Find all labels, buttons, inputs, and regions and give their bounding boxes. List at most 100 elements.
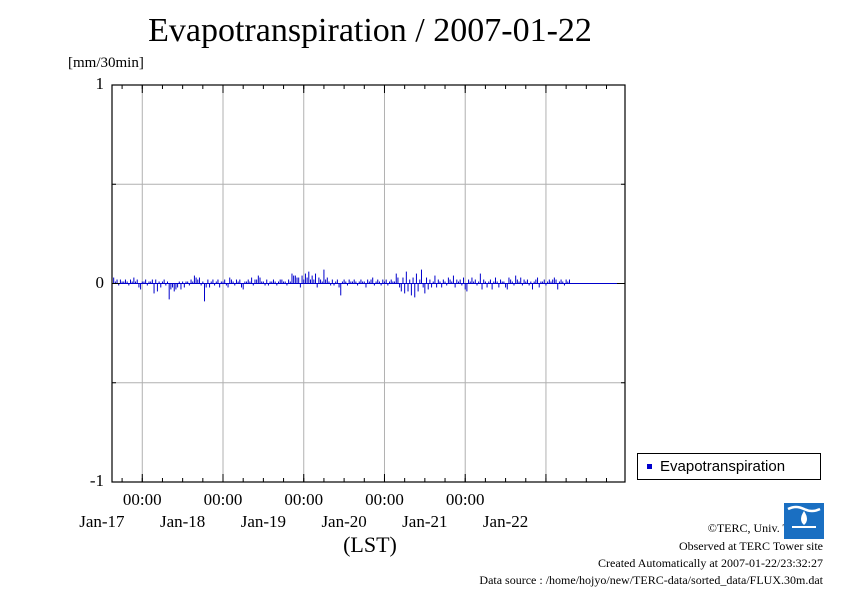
bar xyxy=(409,279,411,284)
bar xyxy=(434,275,436,284)
bar xyxy=(387,283,389,286)
bar xyxy=(358,281,360,284)
x-tick-time-label: 00:00 xyxy=(122,490,162,509)
bar xyxy=(402,277,404,284)
y-tick-label: -1 xyxy=(89,471,104,490)
bar xyxy=(447,277,449,284)
bar xyxy=(131,281,133,284)
bar xyxy=(506,283,508,290)
bar xyxy=(432,281,434,284)
bar xyxy=(116,279,118,284)
x-tick-time-label: 00:00 xyxy=(203,490,243,509)
bar xyxy=(293,275,295,284)
bar xyxy=(130,279,132,284)
bar xyxy=(140,283,142,290)
bar xyxy=(491,283,493,290)
bar xyxy=(284,281,286,284)
bar xyxy=(182,281,184,284)
bar xyxy=(439,281,441,284)
x-tick-date-label: Jan-21 xyxy=(402,512,448,531)
bar xyxy=(276,283,278,286)
bar xyxy=(230,279,232,284)
bar xyxy=(437,279,439,284)
bar xyxy=(426,277,428,284)
bar xyxy=(538,283,540,288)
bar xyxy=(461,283,463,286)
bar xyxy=(493,281,495,284)
bar xyxy=(197,279,199,284)
bar xyxy=(404,283,406,294)
bar xyxy=(530,281,532,284)
x-tick-time-label: 00:00 xyxy=(365,490,404,509)
bar xyxy=(217,279,219,284)
x-tick-date-label: Jan-22 xyxy=(482,512,529,531)
bar xyxy=(185,281,187,284)
bar xyxy=(321,281,323,284)
bar xyxy=(553,277,555,284)
bar xyxy=(557,283,559,290)
x-tick-date-label: Jan-20 xyxy=(321,512,367,531)
bar xyxy=(160,283,162,288)
bar xyxy=(405,271,407,284)
bar xyxy=(272,279,274,284)
bar xyxy=(456,279,458,284)
bar xyxy=(262,281,264,284)
bar xyxy=(336,279,338,284)
bar xyxy=(224,279,226,284)
bar xyxy=(449,279,451,284)
bar xyxy=(283,281,285,284)
bar xyxy=(547,281,549,284)
bar xyxy=(296,277,298,284)
bar xyxy=(151,279,153,284)
bar xyxy=(395,273,397,284)
bar xyxy=(400,283,402,292)
bar xyxy=(301,275,303,284)
bar xyxy=(383,281,385,284)
bar xyxy=(555,279,557,284)
bar xyxy=(385,279,387,284)
bar xyxy=(486,283,488,288)
bar xyxy=(389,281,391,284)
bar xyxy=(126,281,128,284)
bar xyxy=(352,281,354,284)
bar xyxy=(155,279,157,284)
bar xyxy=(420,269,422,284)
bar xyxy=(288,279,290,284)
bar xyxy=(446,283,448,286)
bar xyxy=(377,279,379,284)
bar xyxy=(562,281,564,284)
bar xyxy=(498,283,500,288)
bar xyxy=(442,279,444,284)
bar xyxy=(304,273,306,284)
bar xyxy=(419,279,421,284)
bar xyxy=(180,283,182,290)
bar xyxy=(167,281,169,284)
bar xyxy=(214,283,216,286)
bar xyxy=(397,277,399,284)
bar xyxy=(330,283,332,286)
bar xyxy=(148,281,150,284)
bar xyxy=(318,277,320,284)
bar xyxy=(143,281,145,284)
bar xyxy=(535,279,537,284)
bar xyxy=(466,283,468,292)
bar xyxy=(190,279,192,284)
bar xyxy=(523,279,525,284)
bar xyxy=(257,275,259,284)
bar xyxy=(309,279,311,284)
terc-logo-bar xyxy=(792,526,816,528)
bar xyxy=(269,281,271,284)
data-source-text: Data source : /home/hojyo/new/TERC-data/… xyxy=(479,573,823,587)
bar xyxy=(521,283,523,286)
bar xyxy=(370,279,372,284)
bar xyxy=(528,283,530,286)
bar xyxy=(412,277,414,284)
bar xyxy=(247,279,249,284)
bar xyxy=(373,283,375,286)
bar xyxy=(410,283,412,296)
bar xyxy=(368,281,370,284)
bar xyxy=(123,281,125,284)
bar xyxy=(481,283,483,290)
bar xyxy=(119,279,121,284)
bar xyxy=(178,281,180,284)
